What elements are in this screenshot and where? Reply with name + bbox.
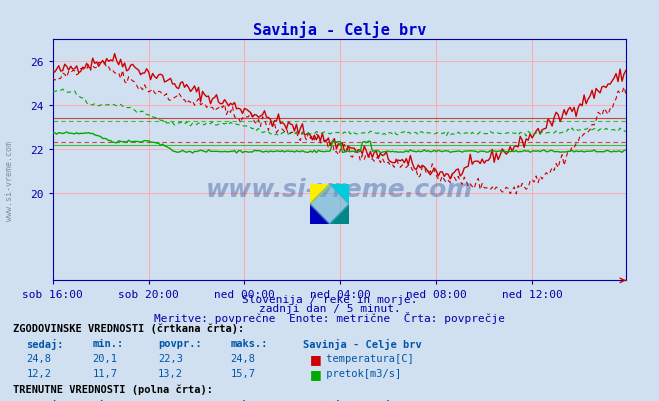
Text: 13,2: 13,2 [158,369,183,379]
Text: Meritve: povprečne  Enote: metrične  Črta: povprečje: Meritve: povprečne Enote: metrične Črta:… [154,311,505,323]
Text: maks.:: maks.: [231,399,268,401]
Text: 24,8: 24,8 [231,353,256,363]
Text: sedaj:: sedaj: [26,338,64,349]
Text: 11,7: 11,7 [92,369,117,379]
Text: Slovenija / reke in morje.: Slovenija / reke in morje. [242,295,417,305]
Text: povpr.:: povpr.: [158,338,202,348]
Text: povpr.:: povpr.: [158,399,202,401]
Text: www.si-vreme.com: www.si-vreme.com [5,140,14,221]
Text: 15,7: 15,7 [231,369,256,379]
Text: Savinja - Celje brv: Savinja - Celje brv [303,399,422,401]
Text: zadnji dan / 5 minut.: zadnji dan / 5 minut. [258,303,401,313]
Polygon shape [330,184,349,205]
Text: min.:: min.: [92,338,123,348]
Text: maks.:: maks.: [231,338,268,348]
Text: sedaj:: sedaj: [26,399,64,401]
Text: min.:: min.: [92,399,123,401]
Text: ZGODOVINSKE VREDNOSTI (črtkana črta):: ZGODOVINSKE VREDNOSTI (črtkana črta): [13,323,244,333]
Text: temperatura[C]: temperatura[C] [320,353,413,363]
Polygon shape [310,184,330,205]
Polygon shape [310,205,330,225]
Text: TRENUTNE VREDNOSTI (polna črta):: TRENUTNE VREDNOSTI (polna črta): [13,384,213,394]
Text: 12,2: 12,2 [26,369,51,379]
Text: pretok[m3/s]: pretok[m3/s] [320,369,401,379]
Polygon shape [330,205,349,225]
Text: www.si-vreme.com: www.si-vreme.com [206,177,473,201]
Text: Savinja - Celje brv: Savinja - Celje brv [303,338,422,349]
Title: Savinja - Celje brv: Savinja - Celje brv [252,21,426,38]
Text: ■: ■ [310,352,322,365]
Text: ■: ■ [310,367,322,380]
Text: 24,8: 24,8 [26,353,51,363]
Polygon shape [310,184,349,225]
Text: 22,3: 22,3 [158,353,183,363]
Text: 20,1: 20,1 [92,353,117,363]
